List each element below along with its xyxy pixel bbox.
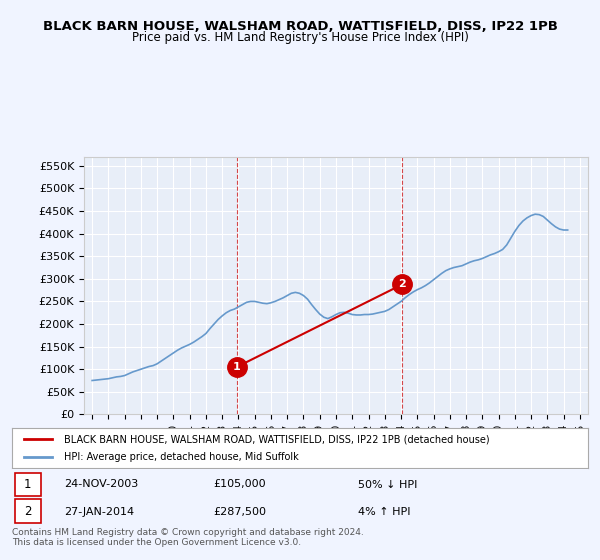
Text: BLACK BARN HOUSE, WALSHAM ROAD, WATTISFIELD, DISS, IP22 1PB: BLACK BARN HOUSE, WALSHAM ROAD, WATTISFI… (43, 20, 557, 32)
Text: Contains HM Land Registry data © Crown copyright and database right 2024.
This d: Contains HM Land Registry data © Crown c… (12, 528, 364, 547)
Text: £287,500: £287,500 (214, 507, 266, 517)
Text: 24-NOV-2003: 24-NOV-2003 (64, 479, 138, 489)
Text: 2: 2 (24, 505, 31, 518)
Text: 4% ↑ HPI: 4% ↑ HPI (358, 507, 410, 517)
FancyBboxPatch shape (15, 498, 41, 522)
Text: 27-JAN-2014: 27-JAN-2014 (64, 507, 134, 517)
FancyBboxPatch shape (15, 473, 41, 496)
Text: 2: 2 (398, 279, 406, 290)
Text: 1: 1 (24, 478, 31, 491)
Text: BLACK BARN HOUSE, WALSHAM ROAD, WATTISFIELD, DISS, IP22 1PB (detached house): BLACK BARN HOUSE, WALSHAM ROAD, WATTISFI… (64, 435, 490, 445)
Text: 1: 1 (233, 362, 241, 372)
Text: Price paid vs. HM Land Registry's House Price Index (HPI): Price paid vs. HM Land Registry's House … (131, 31, 469, 44)
Text: HPI: Average price, detached house, Mid Suffolk: HPI: Average price, detached house, Mid … (64, 451, 299, 461)
Text: £105,000: £105,000 (214, 479, 266, 489)
Text: 50% ↓ HPI: 50% ↓ HPI (358, 479, 417, 489)
